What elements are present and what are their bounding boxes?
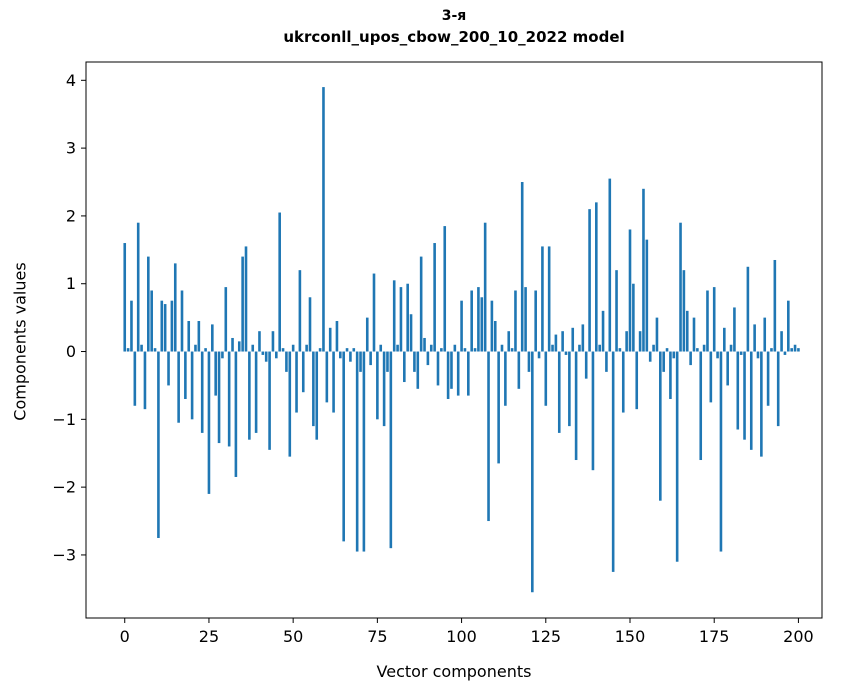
chart-title-line2: ukrconll_upos_cbow_200_10_2022 model [283, 28, 625, 46]
svg-text:75: 75 [367, 627, 387, 646]
svg-text:200: 200 [783, 627, 814, 646]
svg-text:3: 3 [66, 139, 76, 158]
y-axis-label: Components values [10, 262, 30, 421]
svg-text:125: 125 [531, 627, 562, 646]
svg-text:0: 0 [66, 342, 76, 361]
svg-text:25: 25 [199, 627, 219, 646]
svg-text:−2: −2 [52, 478, 76, 497]
svg-text:1: 1 [66, 274, 76, 293]
chart-title-line1: 3-я [441, 8, 467, 24]
svg-text:−1: −1 [52, 410, 76, 429]
tick-labels: 0 25 50 75 100 125 150 175 200 −3 −2 −1 0 1 2 3 4 [52, 71, 813, 646]
svg-text:175: 175 [699, 627, 730, 646]
svg-text:0: 0 [120, 627, 130, 646]
svg-text:150: 150 [615, 627, 646, 646]
axes [85, 61, 823, 619]
x-axis-label: Vector components [376, 662, 532, 681]
bar-series [123, 87, 800, 593]
svg-text:4: 4 [66, 71, 76, 90]
svg-text:−3: −3 [52, 545, 76, 564]
svg-text:50: 50 [283, 627, 303, 646]
svg-text:2: 2 [66, 206, 76, 225]
svg-text:100: 100 [446, 627, 477, 646]
